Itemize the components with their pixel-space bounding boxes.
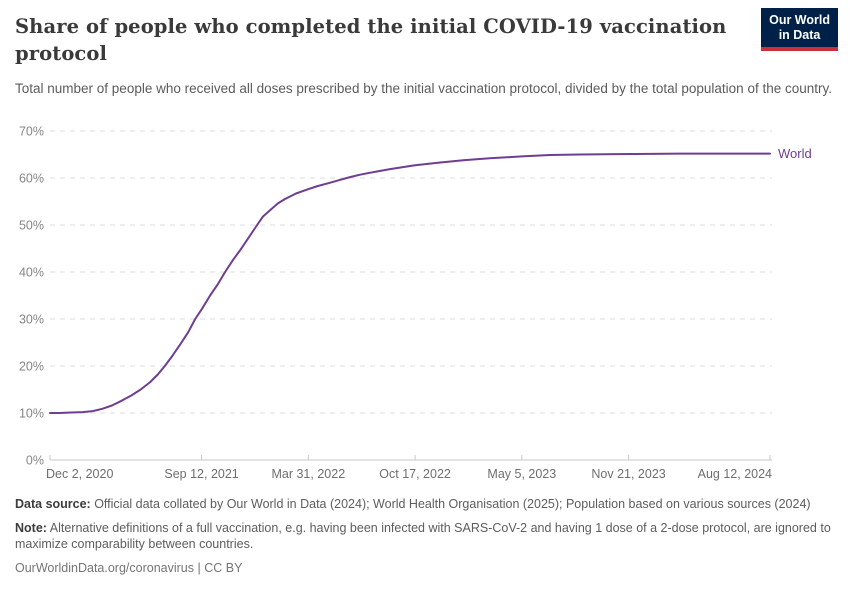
x-axis-label: Sep 12, 2021 — [164, 467, 238, 481]
x-axis-label: Aug 12, 2024 — [698, 467, 772, 481]
data-source-label: Data source: — [15, 497, 91, 511]
citation-separator: | — [197, 560, 201, 575]
owid-logo-text-line2: in Data — [778, 28, 821, 42]
page-title: Share of people who completed the initia… — [15, 15, 727, 65]
note-line: Note: Alternative definitions of a full … — [15, 520, 837, 553]
chart-subtitle: Total number of people who received all … — [15, 81, 832, 96]
y-axis-label: 70% — [19, 125, 44, 139]
y-axis-label: 50% — [19, 219, 44, 233]
x-axis-label: Oct 17, 2022 — [379, 467, 451, 481]
series-line-world[interactable] — [49, 152, 771, 414]
y-axis-label: 10% — [19, 407, 44, 421]
citation-line: OurWorldinData.org/coronavirus | CC BY — [15, 560, 837, 577]
series-label-world[interactable]: World — [778, 146, 812, 161]
owid-logo[interactable]: Our World in Data — [761, 8, 838, 51]
note-label: Note: — [15, 520, 47, 535]
chart-canvas: 0% 10% 20% 30% 40% 50% 60% 70% Dec 2, 2020 Sep 12… — [19, 125, 812, 482]
x-axis-label: Dec 2, 2020 — [46, 467, 113, 481]
y-axis-label: 0% — [26, 454, 44, 468]
y-axis-label: 30% — [19, 313, 44, 327]
chart-footer: Data source: Official data collated by O… — [15, 496, 837, 583]
owid-logo-text-line1: Our World — [769, 13, 830, 27]
x-axis-label: Nov 21, 2023 — [591, 467, 665, 481]
owid-url-link[interactable]: OurWorldinData.org/coronavirus — [15, 560, 195, 575]
x-axis-label: Mar 31, 2022 — [271, 467, 345, 481]
y-axis-label: 40% — [19, 266, 44, 280]
data-source-text: Official data collated by Our World in D… — [90, 497, 811, 511]
license-label: CC BY — [204, 560, 243, 575]
note-text: Alternative definitions of a full vaccin… — [15, 520, 831, 552]
line-chart: 0% 10% 20% 30% 40% 50% 60% 70% Dec 2, 2020 Sep 12… — [0, 119, 850, 491]
x-axis-label: May 5, 2023 — [487, 467, 556, 481]
data-source-line: Data source: Official data collated by O… — [15, 496, 837, 513]
y-axis-label: 60% — [19, 172, 44, 186]
y-axis-label: 20% — [19, 360, 44, 374]
